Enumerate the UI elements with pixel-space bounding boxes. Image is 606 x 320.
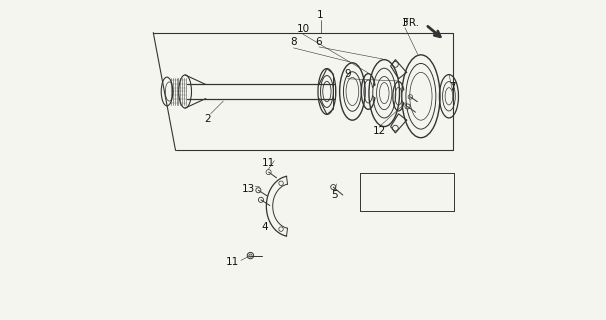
- Text: 2: 2: [204, 114, 211, 124]
- Text: 5: 5: [331, 190, 338, 200]
- Text: FR.: FR.: [404, 18, 419, 28]
- Text: 11: 11: [261, 158, 275, 168]
- Text: 1: 1: [317, 10, 324, 20]
- Text: 6: 6: [316, 37, 322, 47]
- Text: 8: 8: [290, 37, 297, 47]
- Text: 12: 12: [373, 126, 386, 136]
- Text: 11: 11: [226, 257, 239, 267]
- Text: 4: 4: [261, 222, 268, 232]
- Text: 10: 10: [296, 24, 310, 34]
- Text: 7: 7: [450, 82, 456, 92]
- Text: 3: 3: [402, 18, 408, 28]
- Text: 9: 9: [344, 69, 351, 79]
- Text: 13: 13: [242, 184, 256, 194]
